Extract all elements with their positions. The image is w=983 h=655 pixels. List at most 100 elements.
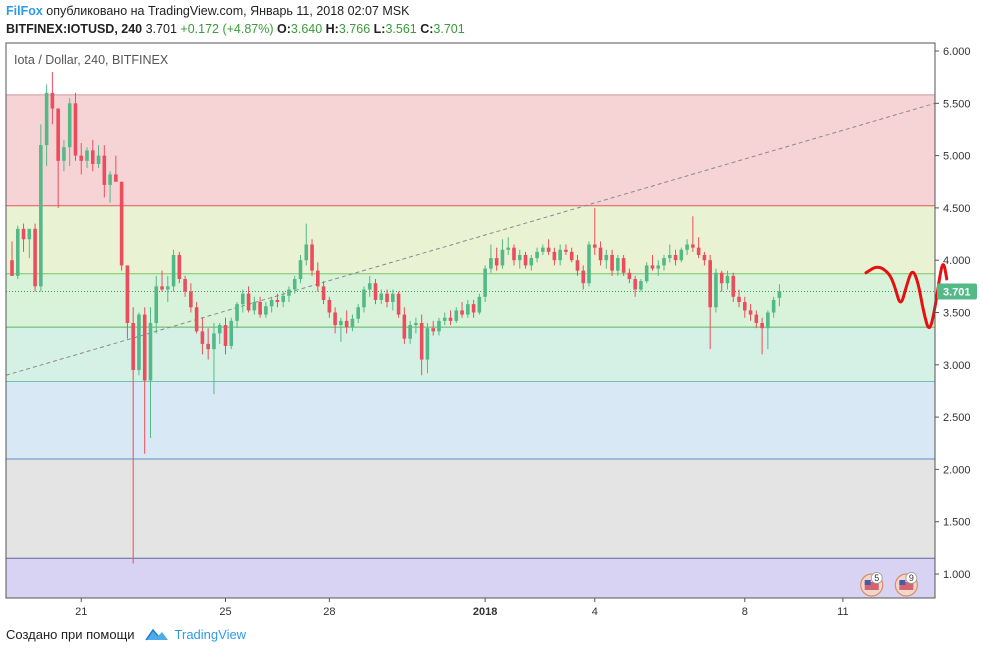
candle[interactable] <box>725 270 730 290</box>
candle[interactable] <box>223 317 228 355</box>
candle[interactable] <box>189 283 193 313</box>
candle[interactable] <box>200 317 205 355</box>
candle[interactable] <box>281 291 285 308</box>
candle[interactable] <box>356 304 360 323</box>
trend-line[interactable] <box>5 102 936 376</box>
candle[interactable] <box>310 239 314 276</box>
candle[interactable] <box>44 84 49 167</box>
candle[interactable] <box>235 302 239 329</box>
candle[interactable] <box>367 275 372 297</box>
candle[interactable] <box>131 307 135 564</box>
candle[interactable] <box>662 254 666 271</box>
candle[interactable] <box>142 307 147 454</box>
candle[interactable] <box>108 171 112 203</box>
candle[interactable] <box>275 293 280 308</box>
candle[interactable] <box>194 302 199 334</box>
candle[interactable] <box>258 296 262 318</box>
candle[interactable] <box>217 322 222 344</box>
candle[interactable] <box>564 244 568 255</box>
time-axis[interactable]: 21 25 28 2018 4 8 11 <box>75 598 849 618</box>
candle[interactable] <box>512 244 516 266</box>
candles[interactable] <box>10 71 782 564</box>
candle[interactable] <box>171 249 176 292</box>
candle[interactable] <box>125 265 130 339</box>
candle[interactable] <box>287 286 291 303</box>
candle[interactable] <box>535 247 539 263</box>
candle[interactable] <box>50 71 55 125</box>
candle[interactable] <box>304 223 309 266</box>
candle[interactable] <box>506 237 511 255</box>
candle[interactable] <box>177 251 182 284</box>
candle[interactable] <box>56 108 60 208</box>
candle[interactable] <box>754 310 759 329</box>
candle[interactable] <box>448 310 453 326</box>
candle[interactable] <box>610 249 614 276</box>
candle[interactable] <box>39 124 43 292</box>
candle[interactable] <box>541 244 545 255</box>
candle[interactable] <box>742 296 747 318</box>
candle[interactable] <box>425 322 430 374</box>
candle[interactable] <box>73 92 78 161</box>
candle[interactable] <box>96 145 101 169</box>
event-marker[interactable]: 9 <box>894 572 918 597</box>
candle[interactable] <box>621 254 626 276</box>
candle[interactable] <box>212 322 216 395</box>
candle[interactable] <box>333 307 337 334</box>
candle[interactable] <box>466 299 470 318</box>
tradingview-link[interactable]: TradingView <box>174 626 247 642</box>
candle[interactable] <box>523 251 528 269</box>
candle[interactable] <box>229 317 234 350</box>
candle[interactable] <box>656 260 661 276</box>
candle[interactable] <box>165 275 170 303</box>
candle[interactable] <box>408 320 412 344</box>
candle[interactable] <box>604 249 609 269</box>
candle[interactable] <box>766 310 770 350</box>
candle[interactable] <box>391 289 395 311</box>
candle[interactable] <box>737 289 741 308</box>
candle[interactable] <box>119 181 124 271</box>
candle[interactable] <box>85 147 89 169</box>
candle[interactable] <box>269 296 274 313</box>
candle[interactable] <box>321 281 326 305</box>
candle[interactable] <box>264 302 268 318</box>
candle[interactable] <box>431 320 436 336</box>
candle[interactable] <box>546 239 551 255</box>
candle[interactable] <box>90 139 95 172</box>
candle[interactable] <box>644 262 649 284</box>
candle[interactable] <box>777 284 782 307</box>
candle[interactable] <box>685 239 689 255</box>
candle[interactable] <box>79 143 84 175</box>
candle[interactable] <box>27 228 32 259</box>
candle[interactable] <box>552 247 557 266</box>
candle[interactable] <box>350 314 355 332</box>
candle[interactable] <box>414 317 418 334</box>
candle[interactable] <box>587 241 591 287</box>
candle[interactable] <box>460 302 464 318</box>
candle[interactable] <box>575 254 580 276</box>
candle[interactable] <box>402 307 407 344</box>
candle[interactable] <box>471 299 476 318</box>
candle[interactable] <box>183 275 187 297</box>
candle[interactable] <box>327 296 332 318</box>
candle[interactable] <box>679 247 684 263</box>
candle[interactable] <box>454 307 459 323</box>
candle[interactable] <box>67 98 72 167</box>
candle[interactable] <box>15 225 20 280</box>
candle[interactable] <box>437 317 441 336</box>
candle[interactable] <box>160 270 164 292</box>
candle[interactable] <box>702 251 707 266</box>
candle[interactable] <box>316 262 320 292</box>
candle[interactable] <box>206 328 210 360</box>
candle[interactable] <box>517 249 522 269</box>
candle[interactable] <box>616 254 620 276</box>
candle[interactable] <box>569 247 574 263</box>
candle[interactable] <box>21 223 26 252</box>
candle[interactable] <box>114 155 118 182</box>
candle[interactable] <box>419 314 424 376</box>
candle[interactable] <box>362 286 366 313</box>
candle[interactable] <box>731 272 736 303</box>
candle[interactable] <box>339 317 343 342</box>
candle[interactable] <box>33 223 37 292</box>
candle[interactable] <box>344 310 349 334</box>
author-name[interactable]: FilFox <box>6 4 43 18</box>
